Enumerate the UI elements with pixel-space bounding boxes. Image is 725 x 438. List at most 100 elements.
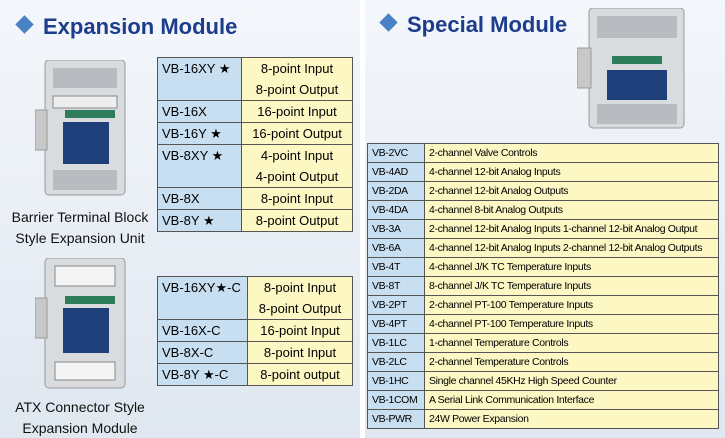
desc-line: 8-point Input (260, 191, 334, 206)
desc-line: 8-point Output (255, 82, 339, 97)
desc-cell: 4-channel 8-bit Analog Outputs (424, 200, 719, 220)
caption: Barrier Terminal Block Style Expansion Un… (5, 207, 155, 249)
table-row: VB-16XY★-C 8-point Input 8-point Output (157, 276, 353, 320)
desc-cell: 2-channel PT-100 Temperature Inputs (424, 295, 719, 315)
desc-cell: 24W Power Expansion (424, 409, 719, 429)
desc-cell: 16-point Input (241, 100, 353, 123)
model-cell: VB-PWR (367, 409, 425, 429)
desc-line: 8-point Output (258, 301, 342, 316)
special-table: VB-2VC 2-channel Valve Controls VB-4AD 4-ch… (367, 143, 719, 429)
model-cell: VB-3A (367, 219, 425, 239)
desc-line: 4-point Output (255, 169, 339, 184)
model-cell: VB-16XY ★ (157, 57, 242, 101)
desc-cell: 8-point output (247, 363, 353, 386)
model-cell: VB-2PT (367, 295, 425, 315)
desc-cell: 4-point Input 4-point Output (241, 144, 353, 188)
model-cell: VB-1HC (367, 371, 425, 391)
desc-line: 8-point output (260, 367, 340, 382)
desc-cell: A Serial Link Communication Interface (424, 390, 719, 410)
model-cell: VB-16XY★-C (157, 276, 248, 320)
module-image (577, 8, 685, 129)
desc-cell: 8-point Input (241, 187, 353, 210)
table-row: VB-8X 8-point Input (157, 187, 353, 210)
table-row: VB-1HC Single channel 45KHz High Speed Co… (367, 371, 719, 391)
table-row: VB-8T 8-channel J/K TC Temperature Inputs (367, 276, 719, 296)
caption-line: Expansion Module (22, 420, 138, 436)
model-cell: VB-4DA (367, 200, 425, 220)
model-cell: VB-8XY ★ (157, 144, 242, 188)
caption-line: ATX Connector Style (15, 399, 145, 415)
module-image (35, 258, 126, 389)
desc-line: 16-point Output (252, 126, 342, 141)
table-row: VB-2DA 2-channel 12-bit Analog Outputs (367, 181, 719, 201)
module-image (35, 60, 126, 196)
desc-cell: 2-channel 12-bit Analog Inputs 1-channel… (424, 219, 719, 239)
desc-cell: 8-point Input 8-point Output (241, 57, 353, 101)
model-cell: VB-2LC (367, 352, 425, 372)
model-cell: VB-1COM (367, 390, 425, 410)
desc-cell: 16-point Output (241, 122, 353, 145)
desc-cell: 4-channel 12-bit Analog Inputs 2-channel… (424, 238, 719, 258)
desc-cell: 8-point Output (241, 209, 353, 232)
model-cell: VB-8X (157, 187, 242, 210)
model-cell: VB-16X (157, 100, 242, 123)
model-cell: VB-6A (367, 238, 425, 258)
table-row: VB-8Y ★-C 8-point output (157, 363, 353, 386)
table-row: VB-16X 16-point Input (157, 100, 353, 123)
table-row: VB-PWR 24W Power Expansion (367, 409, 719, 429)
desc-cell: 2-channel Temperature Controls (424, 352, 719, 372)
desc-cell: 2-channel Valve Controls (424, 143, 719, 163)
desc-cell: 2-channel 12-bit Analog Outputs (424, 181, 719, 201)
desc-cell: 8-point Input 8-point Output (247, 276, 353, 320)
table-row: VB-3A 2-channel 12-bit Analog Inputs 1-ch… (367, 219, 719, 239)
desc-cell: 8-channel J/K TC Temperature Inputs (424, 276, 719, 296)
table-row: VB-4PT 4-channel PT-100 Temperature Input… (367, 314, 719, 334)
table-row: VB-16Y ★ 16-point Output (157, 122, 353, 145)
model-cell: VB-2VC (367, 143, 425, 163)
desc-cell: Single channel 45KHz High Speed Counter (424, 371, 719, 391)
caption-line: Style Expansion Unit (15, 230, 145, 246)
model-cell: VB-1LC (367, 333, 425, 353)
desc-line: 8-point Input (263, 280, 337, 295)
table-row: VB-4AD 4-channel 12-bit Analog Inputs (367, 162, 719, 182)
expansion-table: VB-16XY ★ 8-point Input 8-point Output VB-1… (157, 57, 353, 232)
desc-line: 16-point Input (257, 104, 337, 119)
heading: Expansion Module (14, 14, 237, 40)
table-row: VB-1LC 1-channel Temperature Controls (367, 333, 719, 353)
desc-line: 8-point Input (260, 61, 334, 76)
table-row: VB-8Y ★ 8-point Output (157, 209, 353, 232)
table-row: VB-6A 4-channel 12-bit Analog Inputs 2-ch… (367, 238, 719, 258)
heading: Special Module (378, 12, 567, 38)
table-row: VB-2LC 2-channel Temperature Controls (367, 352, 719, 372)
desc-cell: 4-channel 12-bit Analog Inputs (424, 162, 719, 182)
caption: ATX Connector Style Expansion Module (5, 397, 155, 438)
model-cell: VB-16X-C (157, 319, 248, 342)
table-row: VB-16X-C 16-point Input (157, 319, 353, 342)
desc-cell: 4-channel PT-100 Temperature Inputs (424, 314, 719, 334)
table-row: VB-4DA 4-channel 8-bit Analog Outputs (367, 200, 719, 220)
model-cell: VB-8Y ★-C (157, 363, 248, 386)
table-row: VB-1COM A Serial Link Communication Inter… (367, 390, 719, 410)
model-cell: VB-4PT (367, 314, 425, 334)
heading-text: Expansion Module (43, 14, 238, 39)
model-cell: VB-8Y ★ (157, 209, 242, 232)
model-cell: VB-4AD (367, 162, 425, 182)
caption-line: Barrier Terminal Block (11, 209, 149, 225)
desc-cell: 4-channel J/K TC Temperature Inputs (424, 257, 719, 277)
desc-line: 4-point Input (260, 148, 334, 163)
model-cell: VB-8T (367, 276, 425, 296)
model-cell: VB-4T (367, 257, 425, 277)
model-cell: VB-2DA (367, 181, 425, 201)
desc-cell: 16-point Input (247, 319, 353, 342)
heading-text: Special Module (407, 12, 568, 37)
desc-cell: 8-point Input (247, 341, 353, 364)
model-cell: VB-16Y ★ (157, 122, 242, 145)
table-row: VB-16XY ★ 8-point Input 8-point Output (157, 57, 353, 101)
table-row: VB-2PT 2-channel PT-100 Temperature Input… (367, 295, 719, 315)
table-row: VB-4T 4-channel J/K TC Temperature Inputs (367, 257, 719, 277)
desc-line: 8-point Output (255, 213, 339, 228)
table-row: VB-8XY ★ 4-point Input 4-point Output (157, 144, 353, 188)
desc-line: 8-point Input (263, 345, 337, 360)
table-row: VB-2VC 2-channel Valve Controls (367, 143, 719, 163)
